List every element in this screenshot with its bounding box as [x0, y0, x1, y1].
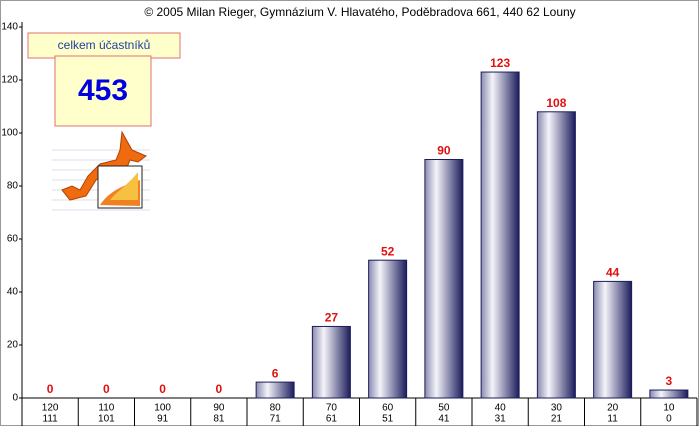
value-label: 0 — [216, 382, 223, 396]
x-tick-label: 40 — [495, 403, 507, 414]
x-tick-label: 10 — [663, 403, 675, 414]
value-label: 3 — [666, 374, 673, 388]
value-label: 0 — [103, 382, 110, 396]
annotation-box — [27, 32, 181, 59]
x-tick-label: 0 — [666, 414, 672, 425]
y-tick-label: 20 — [7, 340, 19, 351]
y-tick-label: 60 — [7, 234, 19, 245]
value-label: 52 — [381, 244, 395, 258]
y-tick-label: 120 — [1, 75, 18, 86]
x-tick-label: 11 — [607, 414, 618, 425]
x-tick-label: 70 — [326, 403, 338, 414]
bar — [255, 381, 295, 399]
x-tick-label: 60 — [382, 403, 394, 414]
annotation: celkem účastníků — [58, 38, 151, 52]
x-tick-label: 31 — [495, 414, 507, 425]
value-label: 123 — [490, 56, 510, 70]
x-tick-label: 100 — [154, 403, 171, 414]
y-tick-label: 80 — [7, 181, 19, 192]
x-tick-label: 80 — [270, 403, 282, 414]
y-tick-label: 140 — [1, 22, 18, 33]
value-label: 6 — [272, 366, 279, 380]
y-tick-label: 40 — [7, 287, 19, 298]
value-label: 108 — [546, 96, 566, 110]
value-label: 0 — [159, 382, 166, 396]
y-tick-label: 0 — [12, 393, 18, 404]
x-tick-label: 101 — [98, 414, 115, 425]
bar — [368, 259, 408, 399]
annotation: 453 — [78, 74, 128, 107]
x-tick-label: 51 — [382, 414, 394, 425]
bar — [536, 111, 576, 399]
x-tick-label: 21 — [551, 414, 563, 425]
value-label: 44 — [606, 266, 620, 280]
bar — [480, 71, 520, 399]
value-label: 0 — [47, 382, 54, 396]
annotation-box — [54, 55, 152, 127]
bar — [424, 159, 464, 399]
x-tick-label: 81 — [213, 414, 225, 425]
chart-title: © 2005 Milan Rieger, Gymnázium V. Hlavat… — [144, 5, 575, 19]
value-label: 90 — [437, 144, 451, 158]
x-tick-label: 111 — [43, 414, 59, 425]
y-tick-label: 100 — [1, 128, 18, 139]
x-tick-label: 91 — [157, 414, 169, 425]
logo — [52, 130, 150, 211]
x-tick-label: 61 — [326, 414, 338, 425]
bar — [311, 325, 351, 399]
x-tick-label: 90 — [213, 403, 225, 414]
x-tick-label: 71 — [270, 414, 282, 425]
bar — [593, 280, 633, 399]
x-tick-label: 30 — [551, 403, 563, 414]
x-tick-label: 110 — [98, 403, 114, 414]
x-tick-label: 41 — [438, 414, 450, 425]
value-label: 27 — [325, 311, 339, 325]
bar — [649, 389, 689, 399]
x-tick-label: 120 — [42, 403, 59, 414]
x-tick-label: 50 — [438, 403, 450, 414]
x-tick-label: 20 — [607, 403, 619, 414]
